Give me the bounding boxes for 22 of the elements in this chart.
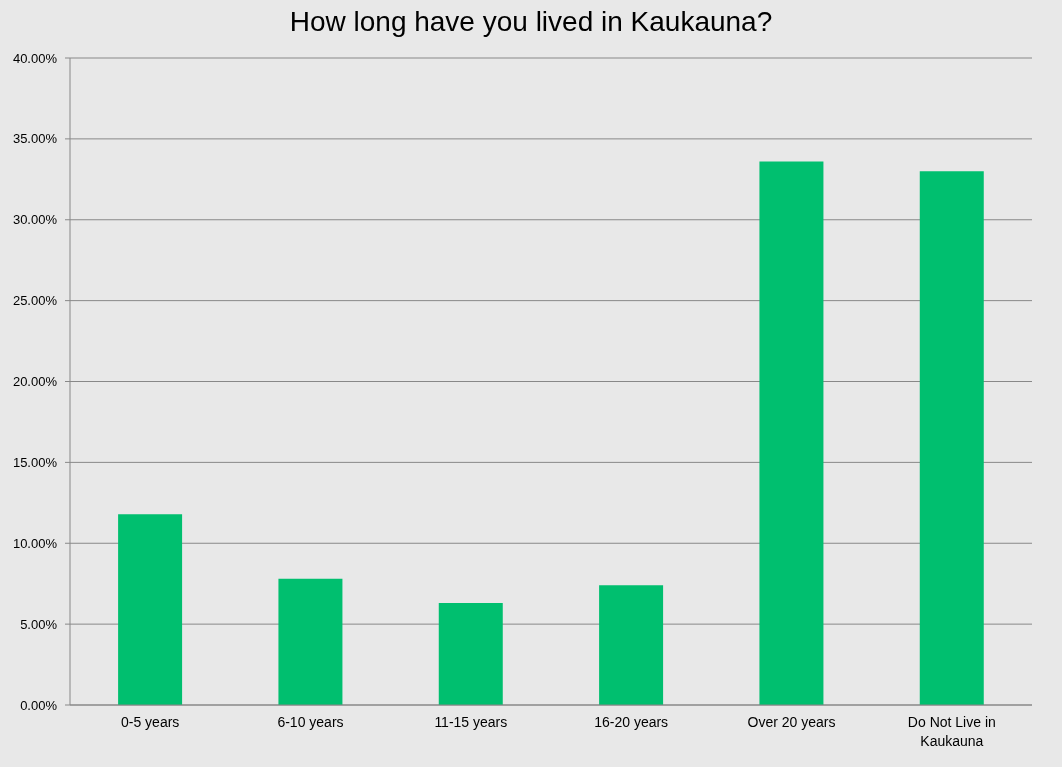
y-tick-label: 15.00% bbox=[12, 454, 58, 470]
y-tick-label: 25.00% bbox=[12, 293, 58, 309]
y-tick-label: 10.00% bbox=[12, 535, 58, 551]
chart-title: How long have you lived in Kaukauna? bbox=[288, 6, 774, 38]
bar bbox=[438, 603, 503, 705]
bar bbox=[919, 171, 984, 705]
bar bbox=[278, 578, 343, 705]
y-tick-label: 35.00% bbox=[12, 131, 58, 147]
bar bbox=[599, 585, 664, 705]
y-tick-label: 40.00% bbox=[12, 50, 58, 66]
bar bbox=[759, 161, 824, 705]
x-tick-label: 16-20 years bbox=[594, 713, 669, 730]
x-tick-label: 11-15 years bbox=[434, 713, 508, 730]
y-tick-label: 5.00% bbox=[20, 616, 58, 632]
y-tick-label: 20.00% bbox=[12, 374, 58, 390]
x-tick-label: 6-10 years bbox=[277, 713, 344, 730]
bar bbox=[118, 514, 183, 705]
y-tick-label: 30.00% bbox=[12, 212, 58, 228]
x-tick-label: Over 20 years bbox=[747, 713, 836, 730]
x-tick-label: Do Not Live in Kaukauna bbox=[907, 713, 996, 749]
x-tick-label: 0-5 years bbox=[120, 713, 180, 730]
y-tick-label: 0.00% bbox=[20, 697, 58, 713]
